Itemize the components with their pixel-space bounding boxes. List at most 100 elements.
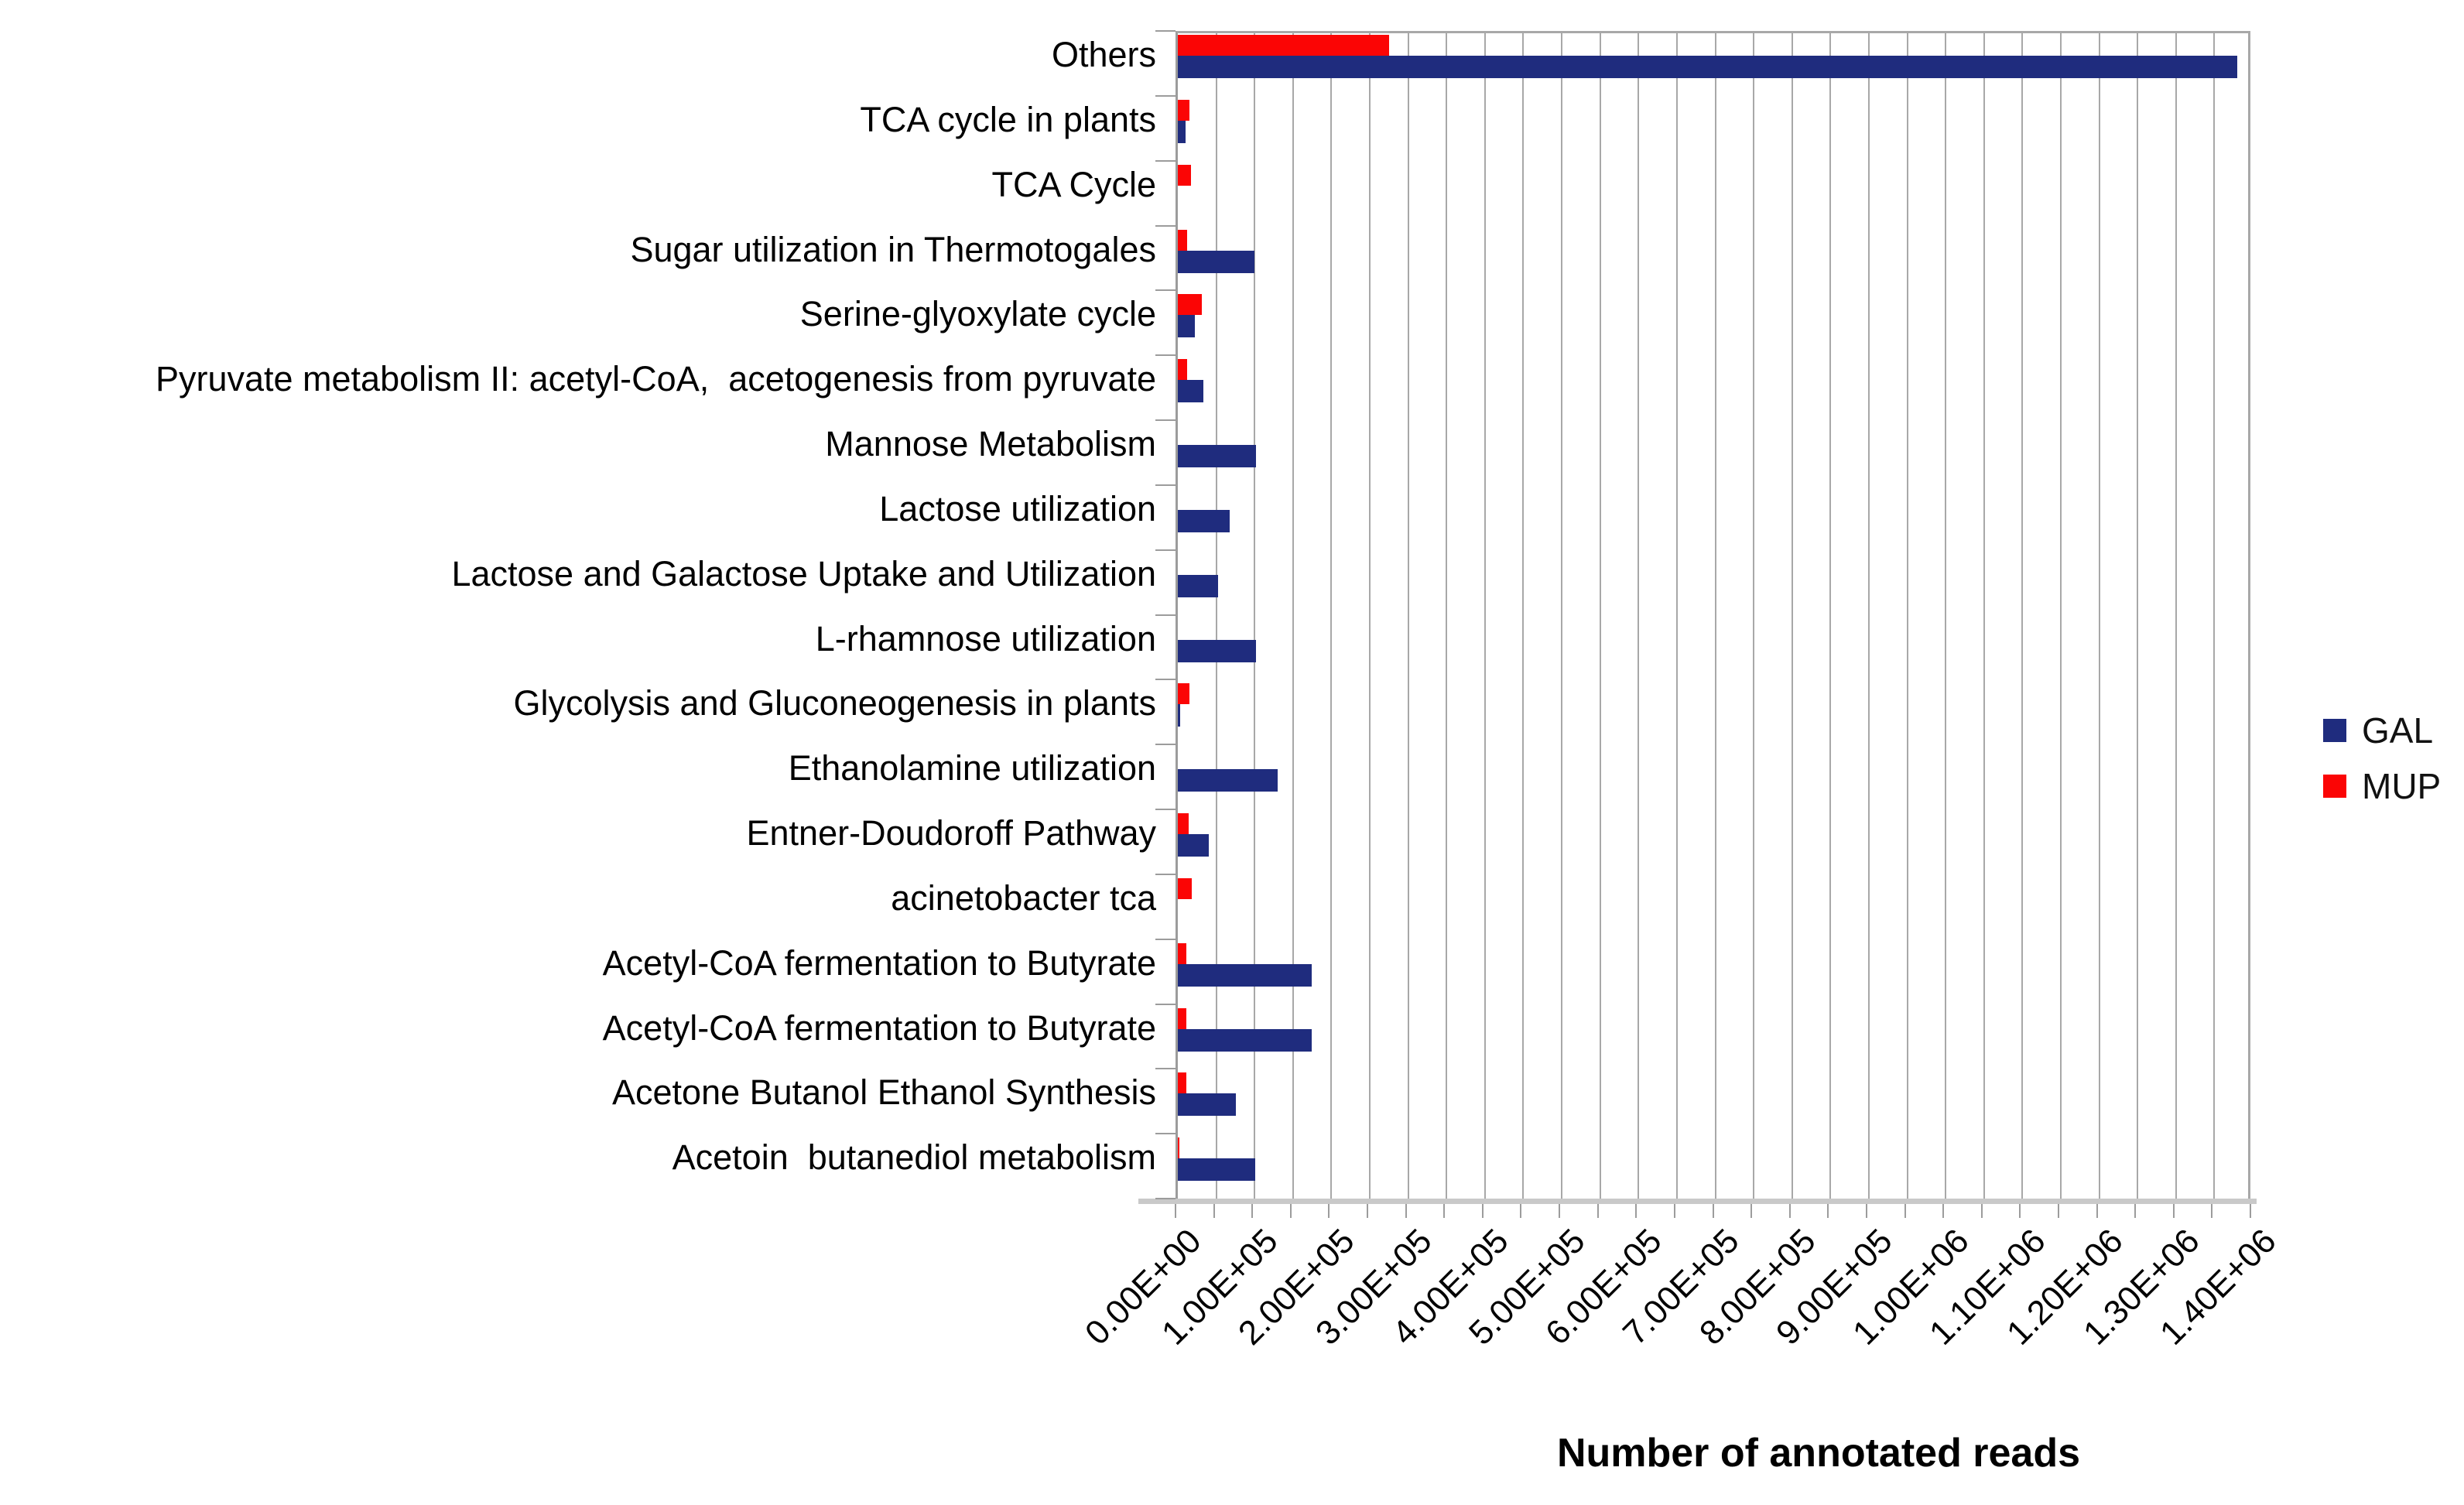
- x-tick: [1520, 1204, 1522, 1218]
- gridline: [2021, 33, 2024, 1199]
- bar-gal: [1178, 445, 1257, 467]
- category-label: Lactose utilization: [879, 488, 1156, 528]
- x-tick: [2172, 1204, 2175, 1218]
- y-tick: [1155, 94, 1176, 97]
- legend: GAL MUP: [2323, 709, 2441, 808]
- y-tick: [1155, 744, 1176, 746]
- bar-mup: [1178, 942, 1186, 964]
- x-tick: [2096, 1204, 2098, 1218]
- bar-gal: [1178, 250, 1255, 273]
- category-label: Acetone Butanol Ethanol Synthesis: [612, 1072, 1156, 1113]
- x-tick: [1596, 1204, 1599, 1218]
- gridline: [2213, 33, 2216, 1199]
- bar-mup: [1178, 164, 1191, 186]
- category-label: Glycolysis and Gluconeogenesis in plants: [513, 683, 1156, 723]
- bar-gal: [1178, 380, 1203, 403]
- x-tick: [1175, 1204, 1176, 1218]
- gridline: [1638, 33, 1640, 1199]
- gridline: [1330, 33, 1333, 1199]
- gridline: [1407, 33, 1409, 1199]
- y-tick: [1155, 549, 1176, 551]
- gridline: [1254, 33, 1256, 1199]
- x-tick: [1559, 1204, 1561, 1218]
- category-label: Acetyl-CoA fermentation to Butyrate: [602, 1007, 1156, 1048]
- bar-gal: [1178, 834, 1209, 857]
- x-tick: [2019, 1204, 2021, 1218]
- y-tick: [1155, 873, 1176, 875]
- gridline: [1829, 33, 1832, 1199]
- bar-gal: [1178, 120, 1186, 143]
- bar-mup: [1178, 294, 1202, 316]
- x-tick: [1788, 1204, 1791, 1218]
- category-label: Serine-glyoxylate cycle: [799, 294, 1156, 334]
- y-tick: [1155, 224, 1176, 227]
- category-label: Lactose and Galactose Uptake and Utiliza…: [451, 553, 1156, 593]
- bar-gal: [1178, 574, 1218, 597]
- bar-mup: [1178, 1007, 1186, 1029]
- category-label: Mannose Metabolism: [825, 424, 1156, 463]
- y-tick: [1155, 484, 1176, 486]
- gridline: [1292, 33, 1294, 1199]
- y-tick: [1155, 809, 1176, 810]
- category-label: L-rhamnose utilization: [815, 618, 1156, 658]
- y-tick: [1155, 419, 1176, 421]
- bar-mup: [1178, 1137, 1179, 1159]
- x-tick: [2057, 1204, 2059, 1218]
- y-tick: [1155, 938, 1176, 940]
- x-tick: [1213, 1204, 1215, 1218]
- y-tick: [1155, 30, 1176, 32]
- gridline: [1675, 33, 1678, 1199]
- x-axis-line: [1138, 1199, 2257, 1204]
- bar-gal: [1178, 315, 1195, 338]
- gridline: [1714, 33, 1716, 1199]
- x-axis-title: Number of annotated reads: [1556, 1431, 2081, 1476]
- bar-mup: [1178, 229, 1187, 251]
- legend-entry-mup: MUP: [2323, 764, 2441, 808]
- x-tick: [2134, 1204, 2137, 1218]
- bar-gal: [1178, 639, 1257, 662]
- x-tick: [1673, 1204, 1675, 1218]
- bar-gal: [1178, 509, 1230, 532]
- category-label: Entner-Doudoroff Pathway: [746, 813, 1156, 853]
- bar-mup: [1178, 1072, 1186, 1094]
- gridline: [2175, 33, 2177, 1199]
- plot-area: [1176, 31, 2250, 1199]
- gridline: [1446, 33, 1448, 1199]
- bar-gal: [1178, 1158, 1256, 1182]
- category-label: TCA Cycle: [991, 164, 1156, 204]
- bar-mup: [1178, 35, 1389, 56]
- gridline: [1983, 33, 1985, 1199]
- y-tick: [1155, 159, 1176, 162]
- category-label: Ethanolamine utilization: [788, 748, 1156, 788]
- bar-mup: [1178, 813, 1189, 834]
- x-tick: [1980, 1204, 1983, 1218]
- x-tick: [1827, 1204, 1829, 1218]
- x-tick: [1904, 1204, 1906, 1218]
- x-tick: [1251, 1204, 1254, 1218]
- bar-gal: [1178, 56, 2238, 78]
- bar-mup: [1178, 683, 1189, 705]
- y-tick: [1155, 1198, 1176, 1199]
- bar-gal: [1178, 963, 1312, 987]
- gridline: [1753, 33, 1755, 1199]
- gal-series-swatch-icon: [2323, 719, 2346, 742]
- bar-gal: [1178, 704, 1180, 727]
- gridline: [1599, 33, 1601, 1199]
- y-tick: [1155, 289, 1176, 292]
- y-tick: [1155, 1003, 1176, 1005]
- gridline: [2059, 33, 2062, 1199]
- category-label: Acetyl-CoA fermentation to Butyrate: [602, 942, 1156, 983]
- y-tick: [1155, 1133, 1176, 1135]
- x-tick: [1712, 1204, 1714, 1218]
- gridline: [1484, 33, 1486, 1199]
- y-tick: [1155, 1068, 1176, 1070]
- y-tick: [1155, 354, 1176, 357]
- gridline: [1906, 33, 1908, 1199]
- category-label: acinetobacter tca: [891, 877, 1156, 918]
- bar-mup: [1178, 359, 1187, 381]
- mup-series-swatch-icon: [2323, 775, 2346, 798]
- legend-entry-gal: GAL: [2323, 709, 2441, 752]
- category-label: Acetoin butanediol metabolism: [672, 1137, 1156, 1178]
- x-tick: [1405, 1204, 1407, 1218]
